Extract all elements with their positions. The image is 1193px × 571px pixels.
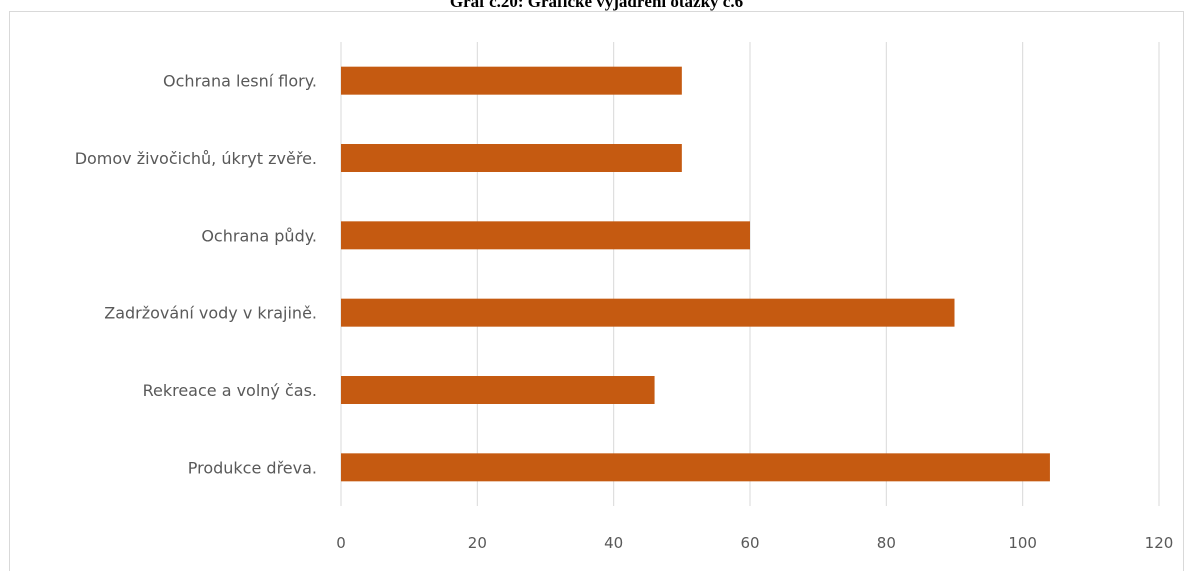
- category-label: Zadržování vody v krajině.: [104, 304, 317, 323]
- x-tick-label: 20: [468, 534, 487, 552]
- category-label: Domov živočichů, úkryt zvěře.: [75, 149, 317, 168]
- bar: [341, 221, 750, 250]
- bar: [341, 144, 682, 172]
- bar: [341, 453, 1050, 482]
- x-tick-label: 60: [740, 534, 759, 552]
- category-labels: Ochrana lesní flory. Domov živočichů, úkr…: [75, 72, 317, 478]
- category-label: Produkce dřeva.: [188, 458, 317, 477]
- x-tick-label: 100: [1008, 534, 1037, 552]
- bar: [341, 66, 682, 95]
- category-label: Ochrana lesní flory.: [163, 72, 317, 91]
- bars: [341, 66, 1050, 482]
- x-tick-label: 120: [1145, 534, 1174, 552]
- category-label: Ochrana půdy.: [201, 226, 317, 245]
- chart-title: Graf č.20: Grafické vyjádření otázky č.6: [449, 0, 744, 11]
- category-label: Rekreace a volný čas.: [143, 381, 317, 400]
- x-tick-label: 80: [877, 534, 896, 552]
- x-tick-label: 40: [604, 534, 623, 552]
- chart-frame: [9, 11, 1184, 571]
- bar: [341, 298, 955, 327]
- gridlines: [340, 42, 1160, 506]
- x-tick-label: 0: [336, 534, 346, 552]
- bar: [341, 376, 655, 404]
- x-axis-tick-labels: 0 20 40 60 80 100 120: [336, 534, 1173, 552]
